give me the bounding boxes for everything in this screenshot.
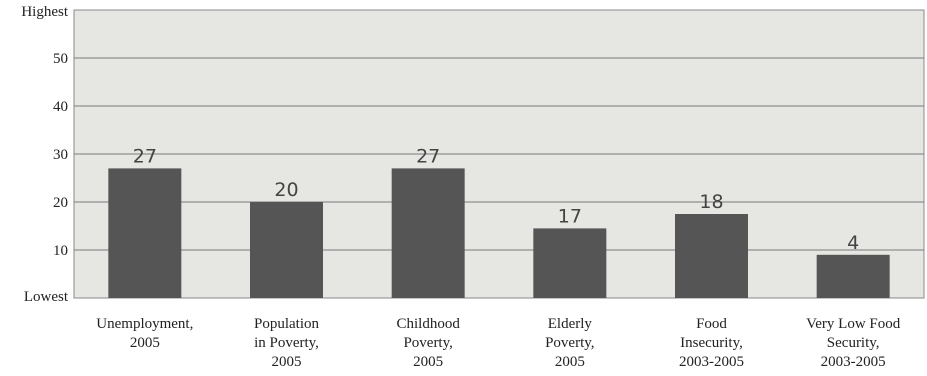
y-tick-label: 10 bbox=[53, 243, 68, 259]
x-category-label: Childhood Poverty, 2005 bbox=[396, 316, 460, 370]
bars bbox=[108, 168, 890, 298]
bar-value-label: 18 bbox=[699, 191, 723, 213]
bar bbox=[391, 168, 465, 298]
y-axis-highest-label: Highest bbox=[21, 4, 68, 20]
bar-value-label: 17 bbox=[558, 205, 582, 227]
x-category-label: Elderly Poverty, 2005 bbox=[545, 316, 594, 370]
bar bbox=[108, 168, 182, 298]
bar bbox=[533, 228, 607, 298]
y-tick-label: 30 bbox=[53, 147, 68, 163]
data-labels: 27 20 27 17 18 4 bbox=[133, 145, 859, 253]
bar bbox=[250, 202, 323, 298]
gridlines bbox=[74, 57, 924, 251]
bar-value-label: 27 bbox=[416, 145, 440, 167]
x-category-label: Unemployment, 2005 bbox=[96, 316, 193, 351]
bar-value-label: 27 bbox=[133, 145, 157, 167]
bar bbox=[675, 214, 748, 298]
y-tick-label: 40 bbox=[53, 99, 68, 115]
x-category-label: Food Insecurity, 2003-2005 bbox=[679, 316, 744, 370]
x-category-label: Population in Poverty, 2005 bbox=[254, 316, 320, 370]
bar-value-label: 4 bbox=[847, 232, 859, 254]
y-tick-label: 50 bbox=[53, 51, 68, 67]
bar bbox=[816, 254, 890, 298]
bar-value-label: 20 bbox=[274, 179, 298, 201]
x-category-label: Very Low Food Security, 2003-2005 bbox=[806, 316, 901, 370]
x-axis: Unemployment, 2005 Population in Poverty, 20… bbox=[96, 316, 900, 370]
y-axis-lowest-label: Lowest bbox=[24, 289, 69, 305]
y-tick-label: 20 bbox=[53, 195, 68, 211]
y-axis: 10 20 30 40 50 bbox=[53, 51, 68, 259]
